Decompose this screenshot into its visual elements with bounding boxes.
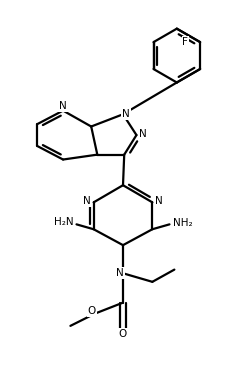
- Text: N: N: [122, 109, 130, 119]
- Text: N: N: [83, 196, 91, 206]
- Text: N: N: [139, 129, 147, 139]
- Text: H₂N: H₂N: [54, 217, 74, 227]
- Text: O: O: [119, 329, 127, 339]
- Text: N: N: [116, 268, 124, 278]
- Text: NH₂: NH₂: [173, 218, 193, 228]
- Text: F: F: [183, 37, 188, 47]
- Text: O: O: [88, 306, 96, 316]
- Text: N: N: [155, 196, 163, 206]
- Text: N: N: [59, 101, 67, 111]
